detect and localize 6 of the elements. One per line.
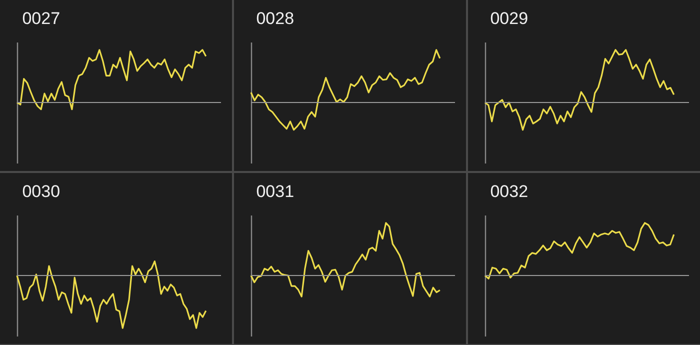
chart-title: 0027	[22, 9, 60, 28]
chart-title: 0031	[256, 182, 294, 201]
chart-title: 0028	[256, 9, 294, 28]
chart-title: 0029	[490, 9, 528, 28]
chart-title: 0032	[490, 182, 528, 201]
chart-title: 0030	[22, 182, 60, 201]
